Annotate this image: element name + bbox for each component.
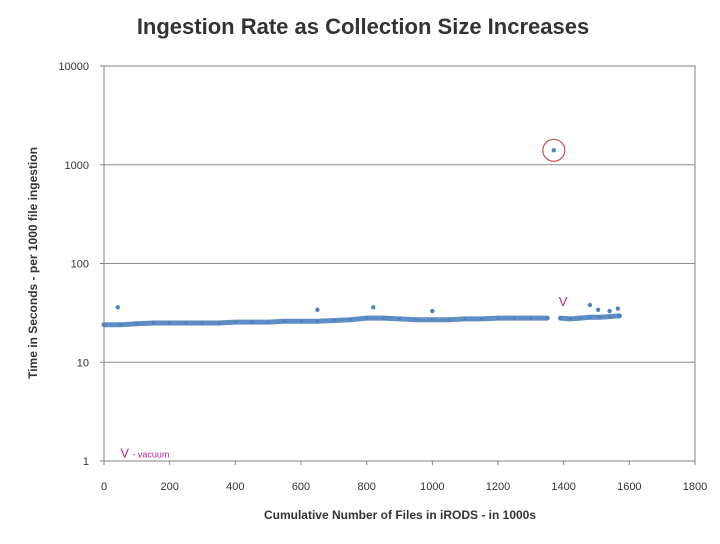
x-tick-label: 1400 [551,481,575,493]
data-point [266,320,270,324]
series-line [101,315,550,328]
outlier-point [595,307,601,312]
data-point [617,314,621,318]
data-point [299,319,303,323]
data-point [217,321,221,325]
x-tick-label: 400 [226,481,244,493]
data-point [512,316,516,320]
outlier-point [551,148,557,153]
x-axis-label: Cumulative Number of Files in iRODS - in… [264,508,536,522]
data-point [588,315,592,319]
y-tick-label: 1000 [65,160,89,172]
data-point [151,321,155,325]
y-tick-label: 10000 [58,61,89,73]
data-point [578,316,582,320]
data-point [168,321,172,325]
y-axis-ticks: 10000 1000 100 10 1 [58,61,104,468]
data-point [250,320,254,324]
data-point [447,318,451,322]
data-point [463,317,467,321]
data-point [480,317,484,321]
y-axis-label: Time in Seconds - per 1000 file ingestio… [26,147,40,379]
data-point [430,318,434,322]
gridlines [104,65,695,462]
data-point [315,319,319,323]
data-point [568,317,572,321]
annotation-vacuum-marker: V [559,294,568,309]
data-point [201,321,204,325]
data-points [102,138,621,327]
x-tick-label: 1800 [683,481,707,493]
outlier-point [115,305,120,310]
data-point [558,316,562,320]
data-point [496,316,500,320]
data-point [118,323,122,327]
x-tick-label: 0 [101,481,107,493]
outlier-point [615,306,621,311]
data-point [608,315,612,319]
data-point [348,318,352,322]
y-tick-label: 10 [77,357,89,369]
data-point [184,321,188,325]
data-point [233,320,237,324]
annotation-legend-text: - vacuum [132,450,169,460]
x-tick-label: 600 [292,481,310,493]
x-tick-label: 200 [160,481,178,493]
outlier-point [430,308,435,314]
y-tick-label: 1 [83,456,89,468]
data-lines [101,313,622,328]
outlier-point [371,305,376,310]
data-point [545,316,549,320]
annotations: VV - vacuum [120,294,567,461]
data-point [102,323,106,327]
x-tick-label: 800 [357,481,375,493]
data-point [135,322,139,326]
x-tick-label: 1000 [420,481,444,493]
x-tick-label: 1200 [486,481,510,493]
outlier-point [315,307,320,312]
data-point [381,316,385,320]
data-point [332,318,336,322]
x-axis-ticks: 0 200 400 600 800 1000 1200 1400 1600 1800 [101,461,707,493]
x-tick-label: 1600 [617,481,641,493]
data-point [529,316,533,320]
data-point [598,315,602,319]
outlier-highlight-circle [542,138,566,162]
outlier-point [587,302,593,308]
data-point [283,319,287,323]
data-point [414,318,418,322]
annotation-vacuum-marker: V [120,446,129,461]
chart-title: Ingestion Rate as Collection Size Increa… [136,14,590,39]
data-point [365,316,369,320]
outlier-point [607,308,612,314]
y-tick-label: 100 [71,259,89,271]
data-point [398,317,401,321]
